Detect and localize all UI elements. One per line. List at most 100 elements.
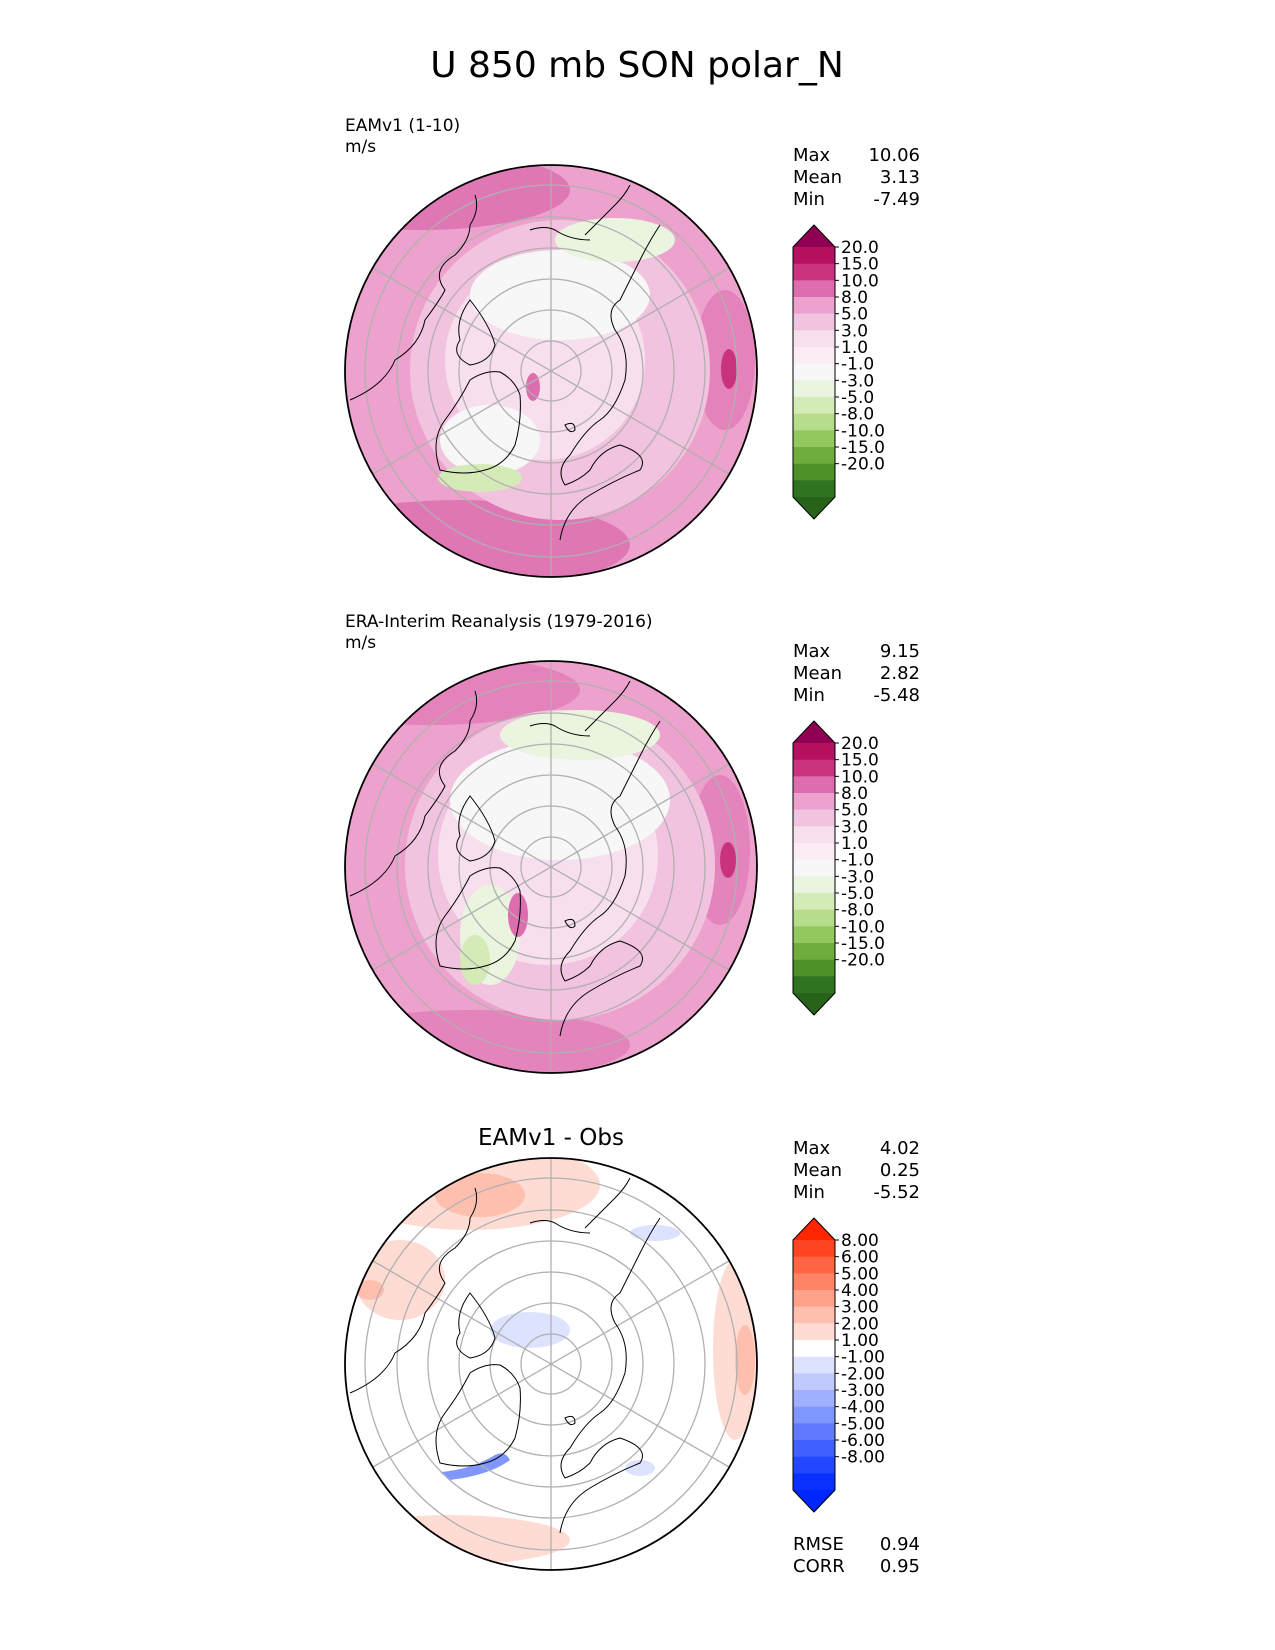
diff-graticule bbox=[364, 1158, 738, 1570]
test-field-greenland-easterly bbox=[438, 464, 522, 492]
test-map-boundary bbox=[344, 164, 758, 578]
panel-test-stats: Max 10.06 Mean 3.13 Min -7.49 bbox=[793, 145, 920, 210]
diff-stat-min-value: -5.52 bbox=[873, 1182, 920, 1203]
colorbar-segment bbox=[793, 480, 835, 498]
colorbar-segment bbox=[793, 363, 835, 381]
colorbar-segment bbox=[793, 926, 835, 944]
panel-test-units: m/s bbox=[345, 137, 376, 157]
colorbar-extend-min bbox=[793, 497, 835, 519]
colorbar-segment bbox=[793, 330, 835, 348]
colorbar-tick-label: -15.0 bbox=[841, 438, 885, 458]
colorbar-segment bbox=[793, 397, 835, 415]
diff-coastlines bbox=[349, 1177, 661, 1534]
panel-difference-metrics: RMSE 0.94 CORR 0.95 bbox=[793, 1534, 920, 1577]
test-stat-min-label: Min bbox=[793, 189, 825, 210]
colorbar-segment bbox=[793, 843, 835, 861]
panel-difference: EAMv1 - Obs bbox=[344, 1125, 920, 1577]
test-field-pacific-max bbox=[721, 349, 737, 389]
colorbar-tick-label: 3.0 bbox=[841, 321, 868, 341]
ref-field-greenland-easterly-core bbox=[460, 935, 490, 985]
colorbar-tick-label: -5.0 bbox=[841, 884, 874, 904]
colorbar-tick-label: -3.0 bbox=[841, 371, 874, 391]
colorbar-tick-label: 20.0 bbox=[841, 734, 879, 754]
colorbar-tick-label: 3.0 bbox=[841, 817, 868, 837]
colorbar-tick-label: 6.00 bbox=[841, 1248, 879, 1268]
ref-stat-min-value: -5.48 bbox=[873, 685, 920, 706]
diff-metric-rmse-label: RMSE bbox=[793, 1534, 844, 1555]
colorbar-outline bbox=[792, 224, 836, 520]
test-stat-mean-value: 3.13 bbox=[880, 167, 920, 188]
diff-stat-min-label: Min bbox=[793, 1182, 825, 1203]
panel-difference-stats: Max 4.02 Mean 0.25 Min -5.52 bbox=[793, 1138, 920, 1203]
colorbar-tick-label: -5.0 bbox=[841, 388, 874, 408]
diff-field-pos-north-atlantic-core bbox=[435, 1173, 525, 1217]
colorbar-segment bbox=[793, 809, 835, 827]
colorbar-segment bbox=[793, 1256, 835, 1274]
colorbar-segment bbox=[793, 943, 835, 961]
colorbar-tick-label: 15.0 bbox=[841, 255, 879, 275]
colorbar-tick-label: -6.00 bbox=[841, 1431, 885, 1451]
colorbar-segment bbox=[793, 1240, 835, 1258]
colorbar-tick-label: 10.0 bbox=[841, 271, 879, 291]
colorbar-segment bbox=[793, 430, 835, 448]
colorbar-segment bbox=[793, 776, 835, 794]
ref-field-local-max bbox=[508, 893, 528, 937]
panel-reference-stats: Max 9.15 Mean 2.82 Min -5.48 bbox=[793, 641, 920, 706]
colorbar-tick-label: -1.0 bbox=[841, 355, 874, 375]
panel-test-left-title: EAMv1 (1-10) bbox=[345, 116, 460, 136]
colorbar-tick-label: -20.0 bbox=[841, 455, 885, 475]
panel-reference-colorbar: 20.015.010.08.05.03.01.0-1.0-3.0-5.0-8.0… bbox=[792, 720, 885, 1016]
colorbar-tick-label: 5.00 bbox=[841, 1264, 879, 1284]
colorbar-segment bbox=[793, 297, 835, 315]
colorbar-segment bbox=[793, 1456, 835, 1474]
ref-map-boundary bbox=[344, 660, 758, 1074]
colorbar-tick-label: 8.00 bbox=[841, 1231, 879, 1251]
colorbar-segment bbox=[793, 876, 835, 894]
ref-stat-mean-value: 2.82 bbox=[880, 663, 920, 684]
colorbar-segment bbox=[793, 1406, 835, 1424]
diff-field-neg-arctic bbox=[490, 1312, 570, 1348]
colorbar-segment bbox=[793, 247, 835, 265]
test-stat-max-value: 10.06 bbox=[868, 145, 920, 166]
colorbar-segment bbox=[793, 1306, 835, 1324]
diff-field-pos-west bbox=[355, 1240, 445, 1320]
colorbar-segment bbox=[793, 1340, 835, 1358]
panel-difference-colorbar: 8.006.005.004.003.002.001.00-1.00-2.00-3… bbox=[792, 1217, 885, 1513]
colorbar-tick-label: 8.0 bbox=[841, 288, 868, 308]
colorbar-tick-label: -8.00 bbox=[841, 1448, 885, 1468]
colorbar-tick-label: -8.0 bbox=[841, 405, 874, 425]
colorbar-tick-label: -10.0 bbox=[841, 917, 885, 937]
colorbar-tick-label: 5.0 bbox=[841, 801, 868, 821]
colorbar-tick-label: 4.00 bbox=[841, 1281, 879, 1301]
colorbar-segment bbox=[793, 1373, 835, 1391]
panel-reference-map bbox=[344, 660, 758, 1074]
diff-field-neg-siberia bbox=[630, 1225, 680, 1241]
test-field-band-north-atlantic bbox=[345, 165, 570, 230]
colorbar-tick-label: 15.0 bbox=[841, 751, 879, 771]
colorbar-tick-label: -15.0 bbox=[841, 934, 885, 954]
test-stat-mean-label: Mean bbox=[793, 167, 842, 188]
colorbar-segment bbox=[793, 1323, 835, 1341]
colorbar-segment bbox=[793, 413, 835, 431]
colorbar-segment bbox=[793, 1390, 835, 1408]
colorbar-segment bbox=[793, 909, 835, 927]
panel-test-map bbox=[344, 164, 758, 578]
ref-graticule bbox=[364, 661, 738, 1073]
colorbar-segment bbox=[793, 463, 835, 481]
test-stat-max-label: Max bbox=[793, 145, 831, 166]
colorbar-outline bbox=[792, 720, 836, 1016]
colorbar-tick-label: -1.0 bbox=[841, 851, 874, 871]
colorbar-extend-max bbox=[793, 225, 835, 247]
panel-reference: ERA-Interim Reanalysis (1979-2016) m/s bbox=[344, 612, 920, 1074]
diff-field-pos-pacific-core bbox=[735, 1325, 755, 1395]
diff-stat-max-value: 4.02 bbox=[880, 1138, 920, 1159]
diff-field-neg-canada bbox=[625, 1460, 655, 1476]
colorbar-tick-label: 3.00 bbox=[841, 1298, 879, 1318]
panel-test-colorbar: 20.015.010.08.05.03.01.0-1.0-3.0-5.0-8.0… bbox=[792, 224, 885, 520]
figure-title: U 850 mb SON polar_N bbox=[430, 45, 844, 86]
test-field-weak-easterly-siberia bbox=[555, 218, 675, 262]
panel-difference-map bbox=[344, 1157, 758, 1571]
colorbar-segment bbox=[793, 976, 835, 994]
colorbar-segment bbox=[793, 1356, 835, 1374]
